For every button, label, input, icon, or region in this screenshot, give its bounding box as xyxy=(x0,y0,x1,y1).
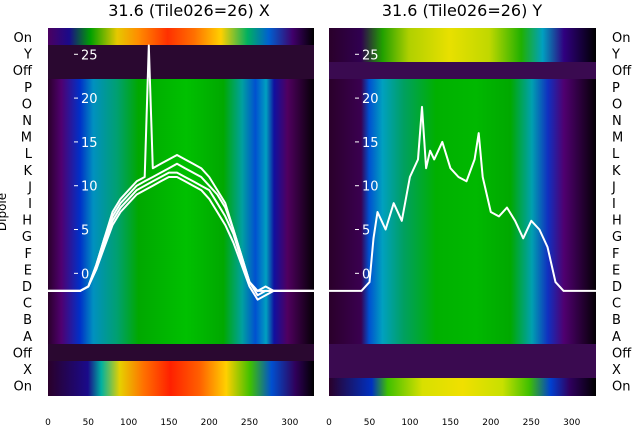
right-band-off-bottom xyxy=(329,344,596,378)
left-heatmap xyxy=(48,28,314,396)
right-series-lines xyxy=(329,105,596,292)
right-y-tick-label: 0 xyxy=(362,267,370,282)
left-dipole-label-17: B xyxy=(23,313,32,328)
right-dipole-label-12: G xyxy=(612,230,622,245)
left-dipole-label-11: H xyxy=(22,214,32,229)
left-dipole-label-9: J xyxy=(27,180,32,195)
right-band-x xyxy=(329,378,596,396)
right-band-off-top xyxy=(329,62,596,79)
left-dipole-label-1: Y xyxy=(23,48,32,63)
axes: 0 50 100 150 200 250 3000510152025OnYOffPONMLK… xyxy=(13,31,632,428)
right-y-tick-label: 15 xyxy=(362,136,379,151)
right-dipole-label-19: Off xyxy=(612,346,632,361)
left-x-tick-label: 50 xyxy=(83,418,95,428)
right-dipole-label-5: N xyxy=(612,114,622,129)
left-x-tick-label: 0 xyxy=(45,418,51,428)
right-dipole-label-17: B xyxy=(612,313,621,328)
right-y-tick-label: 5 xyxy=(362,224,370,239)
right-x-tick-label: 250 xyxy=(523,418,540,428)
left-dipole-label-16: C xyxy=(23,297,32,312)
right-series-line-0 xyxy=(329,105,596,292)
right-dipole-label-21: On xyxy=(612,380,630,395)
left-y-tick-label: 5 xyxy=(81,224,89,239)
left-dipole-label-0: On xyxy=(14,31,32,46)
right-dipole-label-18: A xyxy=(612,330,621,345)
left-x-tick-label: 150 xyxy=(160,418,177,428)
right-dipole-label-8: K xyxy=(612,164,621,179)
left-dipole-label-2: Off xyxy=(13,64,33,79)
right-dipole-label-2: Off xyxy=(612,64,632,79)
right-x-tick-label: 150 xyxy=(442,418,459,428)
left-dipole-label-8: K xyxy=(23,164,32,179)
left-dipole-label-12: G xyxy=(22,230,32,245)
left-band-y xyxy=(48,28,314,45)
left-series-lines xyxy=(48,44,314,301)
right-y-tick-label: 25 xyxy=(362,48,379,63)
left-panel xyxy=(48,28,314,396)
left-dipole-label-7: L xyxy=(25,147,33,162)
left-dipole-label-14: E xyxy=(24,263,32,278)
right-x-tick-label: 0 xyxy=(326,418,332,428)
right-dipole-label-20: X xyxy=(612,363,621,378)
left-y-tick-label: 25 xyxy=(81,48,98,63)
right-dipole-label-7: L xyxy=(612,147,620,162)
left-dipole-label-10: I xyxy=(28,197,32,212)
left-dipole-label-15: D xyxy=(22,280,32,295)
left-dipole-label-21: On xyxy=(14,380,32,395)
left-band-off-bottom xyxy=(48,344,314,361)
left-y-tick-label: 0 xyxy=(81,267,89,282)
left-y-tick-label: 10 xyxy=(81,180,98,195)
right-dipole-label-6: M xyxy=(612,131,623,146)
left-dipole-label-19: Off xyxy=(13,346,33,361)
right-dipole-label-4: O xyxy=(612,97,622,112)
right-panel-title: 31.6 (Tile026=26) Y xyxy=(382,1,543,20)
left-dipole-label-20: X xyxy=(23,363,32,378)
left-panel-title: 31.6 (Tile026=26) X xyxy=(108,1,270,20)
right-x-tick-label: 300 xyxy=(563,418,580,428)
right-dipole-label-3: P xyxy=(612,81,620,96)
left-x-tick-label: 200 xyxy=(201,418,218,428)
left-y-tick-label: 15 xyxy=(81,136,98,151)
right-dipole-label-16: C xyxy=(612,297,621,312)
left-dipole-label-4: O xyxy=(22,97,32,112)
right-x-tick-label: 50 xyxy=(364,418,376,428)
left-dipole-label-6: M xyxy=(21,131,32,146)
right-dipole-label-9: J xyxy=(611,180,616,195)
left-band-off-top xyxy=(48,45,314,79)
left-dipole-label-13: F xyxy=(25,247,32,262)
right-band-y xyxy=(329,28,596,62)
right-heatmap xyxy=(329,28,596,396)
y-axis-label: Dipole xyxy=(0,193,9,231)
right-dipole-label-11: H xyxy=(612,214,622,229)
right-dipole-label-15: D xyxy=(612,280,622,295)
right-dipole-label-14: E xyxy=(612,263,620,278)
right-x-tick-label: 100 xyxy=(401,418,418,428)
right-y-tick-label: 10 xyxy=(362,180,379,195)
right-y-tick-label: 20 xyxy=(362,92,379,107)
left-dipole-label-5: N xyxy=(22,114,32,129)
left-x-tick-label: 300 xyxy=(281,418,298,428)
right-dipole-label-10: I xyxy=(612,197,616,212)
left-dipole-label-18: A xyxy=(23,330,32,345)
right-dipole-label-13: F xyxy=(612,247,619,262)
right-dipole-label-0: On xyxy=(612,31,630,46)
right-band-dipoles xyxy=(329,79,596,344)
left-x-tick-label: 100 xyxy=(120,418,137,428)
left-series-line-3 xyxy=(48,176,314,301)
left-band-dipoles xyxy=(48,79,314,344)
left-band-x xyxy=(48,361,314,396)
left-y-tick-label: 20 xyxy=(81,92,98,107)
right-panel xyxy=(329,28,596,396)
right-dipole-label-1: Y xyxy=(611,48,620,63)
left-x-tick-label: 250 xyxy=(241,418,258,428)
left-dipole-label-3: P xyxy=(24,81,32,96)
right-x-tick-label: 200 xyxy=(482,418,499,428)
